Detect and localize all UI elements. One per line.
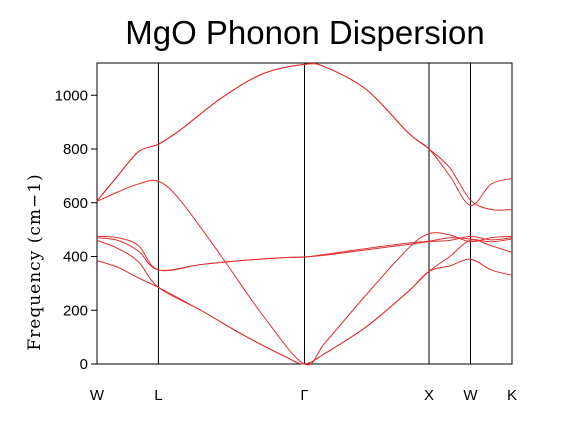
x-tick-label: W (463, 387, 478, 404)
y-tick-label: 0 (80, 356, 88, 373)
y-tick-label: 200 (63, 302, 88, 319)
phonon-band-4 (96, 235, 513, 272)
x-tick-label: W (90, 387, 105, 404)
y-tick-label: 600 (63, 195, 88, 212)
x-tick-label: L (154, 387, 162, 404)
chart-title: MgO Phonon Dispersion (125, 14, 485, 51)
y-tick-label: 400 (63, 249, 88, 266)
x-tick-label: Γ (300, 387, 308, 404)
plot-area: 0 200 400 600 800 1000 W L Γ X W K (55, 62, 517, 404)
phonon-band-7 (96, 63, 513, 206)
y-tick-label: 800 (63, 141, 88, 158)
x-tick-label: K (507, 387, 517, 404)
y-tick-label: 1000 (55, 87, 88, 104)
x-tick-label: X (424, 387, 434, 404)
phonon-band-5 (96, 179, 513, 366)
y-axis-label: Frequency (cm−1) (25, 173, 45, 350)
